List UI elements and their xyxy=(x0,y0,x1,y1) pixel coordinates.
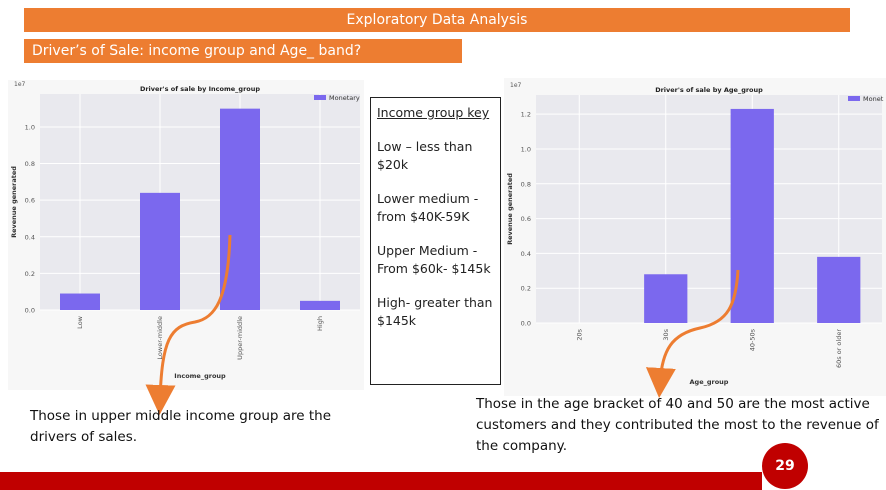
y-tick-label: 0.0 xyxy=(25,307,35,315)
chart-title: Driver's of sale by Age_group xyxy=(655,86,763,94)
footer-bar xyxy=(0,472,762,490)
x-tick-label: Low xyxy=(76,315,84,328)
slide-title: Exploratory Data Analysis xyxy=(346,12,528,28)
title-banner: Exploratory Data Analysis xyxy=(24,8,850,32)
key-item-upper-medium: Upper Medium - From $60k- $145k xyxy=(377,243,491,276)
bar xyxy=(644,274,688,323)
subtitle-banner: Driver’s of Sale: income group and Age_ … xyxy=(24,39,462,63)
chart-title: Driver's of sale by Income_group xyxy=(140,85,260,93)
x-tick-label: 60s or older xyxy=(835,329,843,368)
legend-label: Monet xyxy=(863,95,884,103)
y-scale-label: 1e7 xyxy=(14,81,26,88)
income-group-key: Income group key Low – less than $20k Lo… xyxy=(370,97,501,385)
y-axis-label: Revenue generated xyxy=(506,173,514,245)
legend-label: Monetary xyxy=(329,94,360,102)
y-tick-label: 0.4 xyxy=(521,250,531,258)
bar xyxy=(140,192,180,310)
plot-area xyxy=(40,94,360,310)
key-item-low: Low – less than $20k xyxy=(377,139,473,172)
bar xyxy=(60,293,100,310)
y-tick-label: 0.6 xyxy=(25,197,35,205)
key-title: Income group key xyxy=(377,105,490,120)
y-tick-label: 1.2 xyxy=(521,111,531,119)
chart-svg: 0.0 0.2 0.4 0.6 0.8 1.0 Low Lower-middle Upper-m… xyxy=(10,81,360,380)
x-tick-label: 30s xyxy=(662,328,670,340)
y-tick-label: 0.0 xyxy=(521,320,531,328)
y-tick-label: 0.2 xyxy=(521,285,531,293)
y-tick-label: 1.0 xyxy=(521,145,531,153)
bar xyxy=(730,108,774,323)
bar xyxy=(220,108,260,310)
x-axis-label: Income_group xyxy=(174,372,226,380)
y-scale-label: 1e7 xyxy=(510,82,522,89)
legend-swatch xyxy=(848,96,860,101)
key-item-lower-medium: Lower medium - from $40K-59K xyxy=(377,191,479,224)
y-tick-label: 0.8 xyxy=(25,160,35,168)
income-group-chart: 0.0 0.2 0.4 0.6 0.8 1.0 Low Lower-middle Upper-m… xyxy=(8,80,364,390)
x-tick-label: Lower-middle xyxy=(156,316,164,360)
x-tick-label: Upper-middle xyxy=(236,316,244,360)
x-tick-label: High xyxy=(316,316,324,331)
y-axis-label: Revenue generated xyxy=(10,166,18,238)
x-tick-label: 40-50s xyxy=(748,328,756,351)
chart-svg: 0.0 0.2 0.4 0.6 0.8 1.0 1.2 20s 30s 40-50s 60s or … xyxy=(506,82,884,386)
y-tick-label: 1.0 xyxy=(25,123,35,131)
bar xyxy=(817,256,861,323)
y-tick-label: 0.2 xyxy=(25,270,35,278)
x-tick-label: 20s xyxy=(575,328,583,340)
left-caption: Those in upper middle income group are t… xyxy=(30,408,332,445)
slide-subtitle: Driver’s of Sale: income group and Age_ … xyxy=(32,43,362,59)
legend-swatch xyxy=(314,95,326,100)
page-number: 29 xyxy=(762,443,808,489)
key-item-high: High- greater than $145k xyxy=(377,295,493,328)
y-tick-label: 0.8 xyxy=(521,180,531,188)
x-axis-label: Age_group xyxy=(690,378,729,386)
right-caption: Those in the age bracket of 40 and 50 ar… xyxy=(476,396,879,454)
y-tick-label: 0.4 xyxy=(25,233,35,241)
y-tick-label: 0.6 xyxy=(521,215,531,223)
bar xyxy=(300,300,340,310)
age-group-chart: 0.0 0.2 0.4 0.6 0.8 1.0 1.2 20s 30s 40-50s 60s or … xyxy=(504,78,886,396)
